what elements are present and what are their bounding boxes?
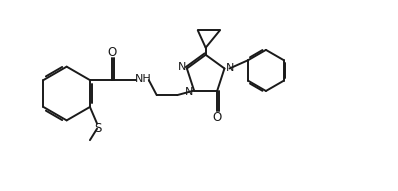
Text: NH: NH bbox=[135, 74, 151, 84]
Text: N: N bbox=[185, 87, 193, 97]
Text: S: S bbox=[94, 122, 101, 135]
Text: N: N bbox=[178, 62, 186, 72]
Text: N: N bbox=[225, 63, 234, 73]
Text: O: O bbox=[213, 111, 222, 124]
Text: O: O bbox=[107, 46, 116, 59]
